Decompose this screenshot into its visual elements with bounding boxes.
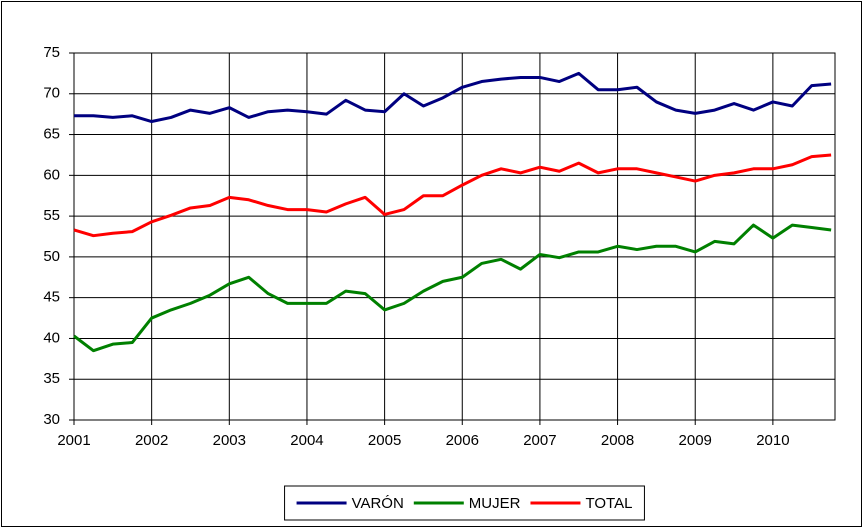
x-tick-label: 2006 [446,432,479,449]
x-tick-label: 2004 [290,432,323,449]
x-tick-label: 2010 [756,432,789,449]
legend-box [284,485,645,521]
plot-area [73,52,836,421]
x-tick-label: 2003 [213,432,246,449]
y-tick-label: 55 [43,207,60,224]
y-tick-label: 60 [43,166,60,183]
legend: VARÓN MUJER TOTAL [284,485,645,521]
y-tick-label: 35 [43,370,60,387]
legend-label: TOTAL [585,495,632,512]
x-tick-label: 2005 [368,432,401,449]
x-tick-label: 2009 [679,432,712,449]
y-tick-label: 40 [43,329,60,346]
y-tick-label: 75 [43,44,60,61]
x-tick-label: 2008 [601,432,634,449]
y-tick-label: 70 [43,85,60,102]
legend-label: VARÓN [352,495,404,512]
legend-item: VARÓN [296,495,404,512]
x-tick-label: 2001 [57,432,90,449]
x-tick-label: 2002 [135,432,168,449]
legend-item: TOTAL [530,495,632,512]
line-series [73,153,832,238]
line-series [74,71,832,124]
y-tick-label: 65 [43,126,60,143]
legend-label: MUJER [469,495,521,512]
y-tick-label: 30 [43,411,60,428]
line-series [73,223,832,353]
x-tick-label: 2007 [523,432,556,449]
legend-item: MUJER [413,495,521,512]
y-tick-label: 50 [43,248,60,265]
y-tick-label: 45 [43,289,60,306]
